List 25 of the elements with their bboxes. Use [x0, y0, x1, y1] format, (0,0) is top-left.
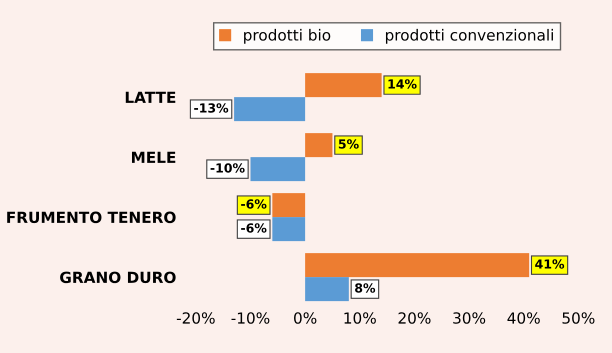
- y-tick-label: MELE: [132, 152, 176, 163]
- x-tick-label: 40%: [507, 312, 540, 324]
- data-label: -10%: [210, 163, 245, 173]
- y-tick-label: LATTE: [126, 92, 176, 103]
- x-tick-label: 20%: [398, 312, 431, 324]
- x-tick-label: -10%: [231, 312, 270, 324]
- data-label: 14%: [388, 79, 417, 89]
- bar: [305, 277, 349, 302]
- data-label: -6%: [241, 223, 266, 233]
- legend-label: prodotti convenzionali: [386, 28, 553, 44]
- bar: [305, 133, 332, 158]
- legend-label: prodotti bio: [244, 28, 330, 44]
- x-tick-label: -20%: [176, 312, 215, 324]
- x-tick-label: 30%: [453, 312, 486, 324]
- x-tick-label: 0%: [294, 312, 316, 324]
- data-label: -6%: [241, 199, 266, 209]
- bar: [234, 97, 306, 122]
- y-tick-label: FRUMENTO TENERO: [7, 212, 176, 224]
- data-label: 41%: [535, 259, 564, 269]
- data-label: 8%: [355, 283, 376, 293]
- data-label: -13%: [194, 103, 228, 113]
- y-tick-label: GRANO DURO: [60, 272, 176, 284]
- x-tick-label: 10%: [344, 312, 376, 324]
- data-label: 5%: [338, 139, 359, 149]
- x-tick-label: 50%: [562, 312, 594, 324]
